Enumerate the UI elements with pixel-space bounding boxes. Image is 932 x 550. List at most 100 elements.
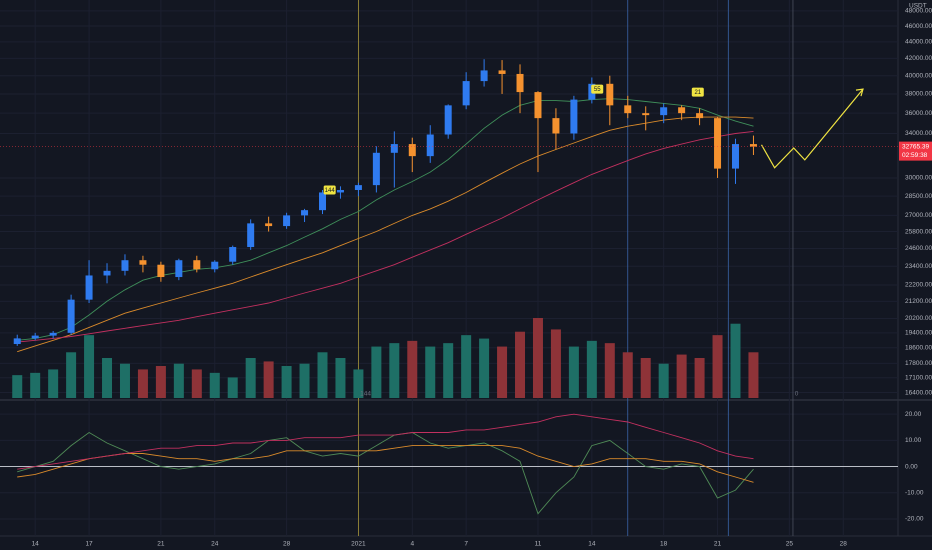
y-tick-label: 23400.00 — [905, 263, 932, 270]
candle-body — [372, 152, 380, 186]
volume-bar — [658, 363, 669, 398]
volume-bar — [443, 343, 454, 398]
y-tick-label: 36000.00 — [905, 110, 932, 117]
candle-body — [534, 92, 542, 119]
candle-body — [265, 223, 273, 227]
volume-bar — [748, 352, 759, 398]
candle-body — [696, 113, 704, 119]
volume-bar — [191, 369, 202, 398]
y-tick-label: 18600.00 — [905, 345, 932, 352]
y-tick-label: 34000.00 — [905, 130, 932, 137]
x-tick-label: 7 — [464, 541, 468, 548]
volume-bar — [730, 323, 741, 398]
y-tick-label: 21200.00 — [905, 298, 932, 305]
x-tick-label: 28 — [840, 541, 848, 548]
y-tick-label: 16400.00 — [905, 389, 932, 396]
candle-body — [570, 99, 578, 134]
volume-bar — [263, 361, 274, 398]
candle-body — [283, 215, 291, 227]
candle-body — [103, 270, 111, 276]
candle-body — [516, 73, 524, 93]
volume-bar — [676, 354, 687, 398]
y-tick-label: 20200.00 — [905, 315, 932, 322]
candle-body — [318, 192, 326, 211]
y-tick-label: 44000.00 — [905, 39, 932, 46]
y-tick-label: 42000.00 — [905, 55, 932, 62]
y-tick-label: 30000.00 — [905, 175, 932, 182]
candle-body — [390, 144, 398, 153]
y-tick-label: 25800.00 — [905, 228, 932, 235]
candle-body — [193, 260, 201, 270]
candle-body — [480, 70, 488, 82]
volume-bar — [84, 335, 95, 398]
volume-bar — [389, 343, 400, 398]
volume-bar — [137, 369, 148, 398]
volume-bar — [461, 335, 472, 398]
badge-label: 55 — [594, 87, 601, 93]
y-tick-label: 48000.00 — [905, 8, 932, 15]
x-tick-label: 25 — [786, 541, 794, 548]
volume-bar — [586, 340, 597, 398]
candle-body — [139, 260, 147, 265]
candle-body — [444, 105, 452, 135]
badge — [323, 185, 336, 195]
candle-body — [13, 338, 21, 345]
volume-bar — [371, 346, 382, 398]
volume-bar — [353, 369, 364, 398]
volume-bar — [568, 346, 579, 398]
y-tick-label: 28500.00 — [905, 193, 932, 200]
volume-bar — [12, 375, 23, 398]
y-tick-label: 0.00 — [905, 463, 918, 470]
volume-bar — [48, 369, 59, 398]
y-tick-label: 19400.00 — [905, 330, 932, 337]
candle-body — [229, 247, 237, 262]
x-tick-label: 14 — [588, 541, 596, 548]
candle-body — [731, 144, 739, 169]
volume-bar — [209, 372, 220, 398]
x-tick-label: 24 — [211, 541, 219, 548]
candle-body — [301, 210, 309, 216]
y-tick-label: 17800.00 — [905, 360, 932, 367]
volume-bar — [173, 363, 184, 398]
candle-body — [660, 107, 668, 116]
candle-body — [714, 118, 722, 169]
candle-body — [49, 332, 57, 336]
volume-bar — [712, 335, 723, 398]
volume-bar — [227, 377, 238, 398]
moving-average — [17, 130, 754, 343]
y-tick-label: 46000.00 — [905, 23, 932, 30]
y-tick-label: -10.00 — [905, 489, 924, 496]
y-tick-label: 10.00 — [905, 437, 922, 444]
volume-bar — [497, 346, 508, 398]
candle-body — [498, 70, 506, 74]
candle-body — [624, 105, 632, 114]
candle-body — [211, 261, 219, 270]
x-tick-label: 21 — [157, 541, 165, 548]
candle-body — [552, 118, 560, 134]
candle-body — [121, 260, 129, 271]
candle-body — [408, 144, 416, 157]
x-tick-label: 2021 — [351, 541, 366, 548]
y-tick-label: 20.00 — [905, 411, 922, 418]
volume-bar — [515, 331, 526, 398]
x-tick-label: 21 — [714, 541, 722, 548]
candle-body — [354, 185, 362, 190]
candle-body — [157, 264, 165, 278]
oscillator-line — [17, 413, 754, 470]
volume-bar — [281, 366, 292, 398]
projection-line — [760, 88, 864, 169]
moving-average — [17, 98, 754, 341]
y-tick-label: 22200.00 — [905, 282, 932, 289]
candle-body — [336, 189, 344, 193]
candle-body — [749, 144, 757, 147]
x-tick-label: 17 — [85, 541, 93, 548]
candle-body — [462, 81, 470, 106]
x-tick-label: 4 — [410, 541, 414, 548]
candle-body — [678, 107, 686, 114]
x-tick-label: 11 — [535, 541, 542, 548]
badge — [591, 84, 604, 94]
badge-label: 144 — [325, 188, 336, 194]
marker-label: 0 — [795, 391, 799, 398]
candle-body — [247, 223, 255, 248]
